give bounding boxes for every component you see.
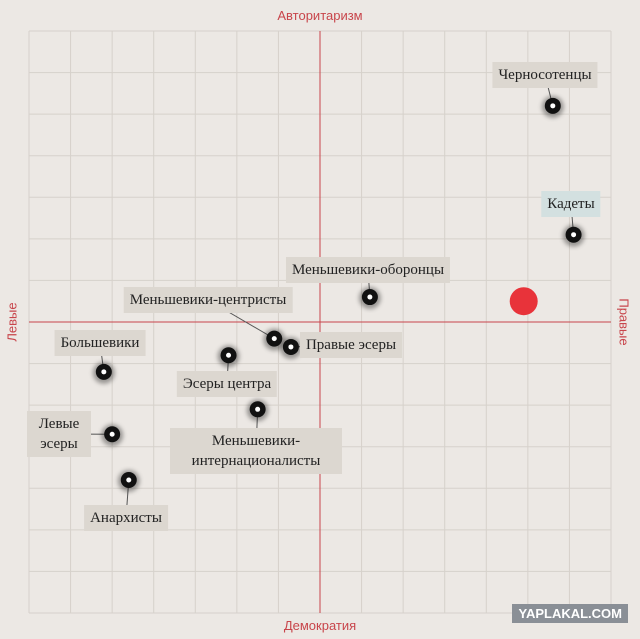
point-label: Черносотенцы [492,62,598,88]
point [117,469,140,492]
point-label: Эсеры центра [176,371,278,397]
point-label: Правые эсеры [299,332,403,358]
watermark: YAPLAKAL.COM [512,604,628,623]
axis-label-right: Правые [616,298,632,346]
point-center [109,431,115,437]
point-label: Меньшевики-центристы [123,287,293,313]
point [358,287,381,310]
point-label: Меньшевики-интернационалисты [170,428,342,474]
point [263,328,286,351]
axis-label-top: Авторитаризм [277,8,363,23]
point-label: Меньшевики-оборонцы [285,257,451,283]
point-label: Анархисты [84,505,168,531]
point-center [571,232,577,238]
point-center [255,406,261,412]
point [246,399,269,422]
point-center [288,344,294,350]
point-center [226,352,232,358]
point [217,345,240,368]
point-label: Кадеты [541,191,601,217]
point-center [271,336,277,342]
point [92,361,115,384]
point [562,224,585,247]
point [509,287,538,316]
point [541,95,564,118]
point-center [126,477,132,483]
axis-label-bottom: Демократия [283,618,357,633]
point-label: Левые эсеры [27,411,91,457]
axis-label-left: Левые [4,302,20,342]
point-label: Большевики [54,330,146,356]
point-center [550,103,556,109]
point [279,336,302,359]
point-dot [509,287,538,316]
point [101,424,124,447]
point-center [101,369,107,375]
point-center [367,294,373,300]
